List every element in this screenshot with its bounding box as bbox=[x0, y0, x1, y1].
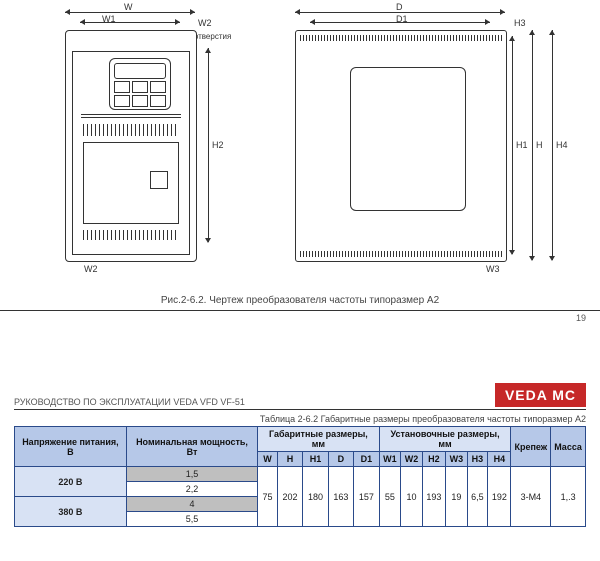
val-h4: 192 bbox=[488, 467, 511, 527]
manual-title: РУКОВОДСТВО ПО ЭКСПЛУАТАЦИИ VEDA VFD VF-… bbox=[14, 397, 495, 407]
col-mount: Установочные размеры, мм bbox=[379, 427, 511, 452]
sub-h: H bbox=[277, 452, 302, 467]
dim-w3: W3 bbox=[486, 264, 500, 274]
col-power: Номинальная мощность, Вт bbox=[126, 427, 257, 467]
p-1-5: 1,5 bbox=[126, 467, 257, 482]
col-overall: Габаритные размеры, мм bbox=[258, 427, 379, 452]
sub-w2: W2 bbox=[401, 452, 423, 467]
p-4: 4 bbox=[126, 497, 257, 512]
row-220: 220 В bbox=[15, 467, 127, 497]
keypad bbox=[109, 58, 171, 110]
dim-d: D bbox=[396, 2, 403, 12]
dimensions-table: Напряжение питания, В Номинальная мощнос… bbox=[14, 426, 586, 527]
dim-h4: H4 bbox=[556, 140, 568, 150]
row-380: 380 В bbox=[15, 497, 127, 527]
side-view bbox=[295, 30, 507, 262]
val-w3: 19 bbox=[446, 467, 468, 527]
technical-drawing: W W1 W2 Монтажные отверстия bbox=[0, 0, 600, 311]
val-h: 202 bbox=[277, 467, 302, 527]
col-voltage: Напряжение питания, В bbox=[15, 427, 127, 467]
sub-h3: H3 bbox=[467, 452, 488, 467]
page-number: 19 bbox=[0, 311, 600, 323]
val-h1: 180 bbox=[303, 467, 328, 527]
sub-h4: H4 bbox=[488, 452, 511, 467]
sub-h1: H1 bbox=[303, 452, 328, 467]
dim-h3: H3 bbox=[514, 18, 526, 28]
front-view bbox=[65, 30, 197, 262]
dim-d1: D1 bbox=[396, 14, 408, 24]
dim-h1: H1 bbox=[516, 140, 528, 150]
sub-h2: H2 bbox=[422, 452, 445, 467]
sub-d1: D1 bbox=[354, 452, 379, 467]
dim-w: W bbox=[124, 2, 133, 12]
figure-caption: Рис.2-6.2. Чертеж преобразователя частот… bbox=[0, 295, 600, 306]
val-fastener: 3-M4 bbox=[511, 467, 551, 527]
dim-w1: W1 bbox=[102, 14, 116, 24]
dim-w2-bot: W2 bbox=[84, 264, 98, 274]
sub-w1: W1 bbox=[379, 452, 401, 467]
dim-w2-top: W2 bbox=[198, 18, 212, 28]
col-fastener: Крепеж bbox=[511, 427, 551, 467]
dim-h2: H2 bbox=[212, 140, 224, 150]
sub-w3: W3 bbox=[446, 452, 468, 467]
val-w1: 55 bbox=[379, 467, 401, 527]
sub-w: W bbox=[258, 452, 278, 467]
val-h3: 6,5 bbox=[467, 467, 488, 527]
val-h2: 193 bbox=[422, 467, 445, 527]
val-mass: 1,.3 bbox=[551, 467, 586, 527]
val-d1: 157 bbox=[354, 467, 379, 527]
p-2-2: 2,2 bbox=[126, 482, 257, 497]
brand-badge: VEDA MC bbox=[495, 383, 586, 407]
col-mass: Масса bbox=[551, 427, 586, 467]
table-caption: Таблица 2-6.2 Габаритные размеры преобра… bbox=[0, 414, 600, 426]
dim-h: H bbox=[536, 140, 543, 150]
val-d: 163 bbox=[328, 467, 353, 527]
val-w2: 10 bbox=[401, 467, 423, 527]
sub-d: D bbox=[328, 452, 353, 467]
p-5-5: 5,5 bbox=[126, 512, 257, 527]
val-w: 75 bbox=[258, 467, 278, 527]
